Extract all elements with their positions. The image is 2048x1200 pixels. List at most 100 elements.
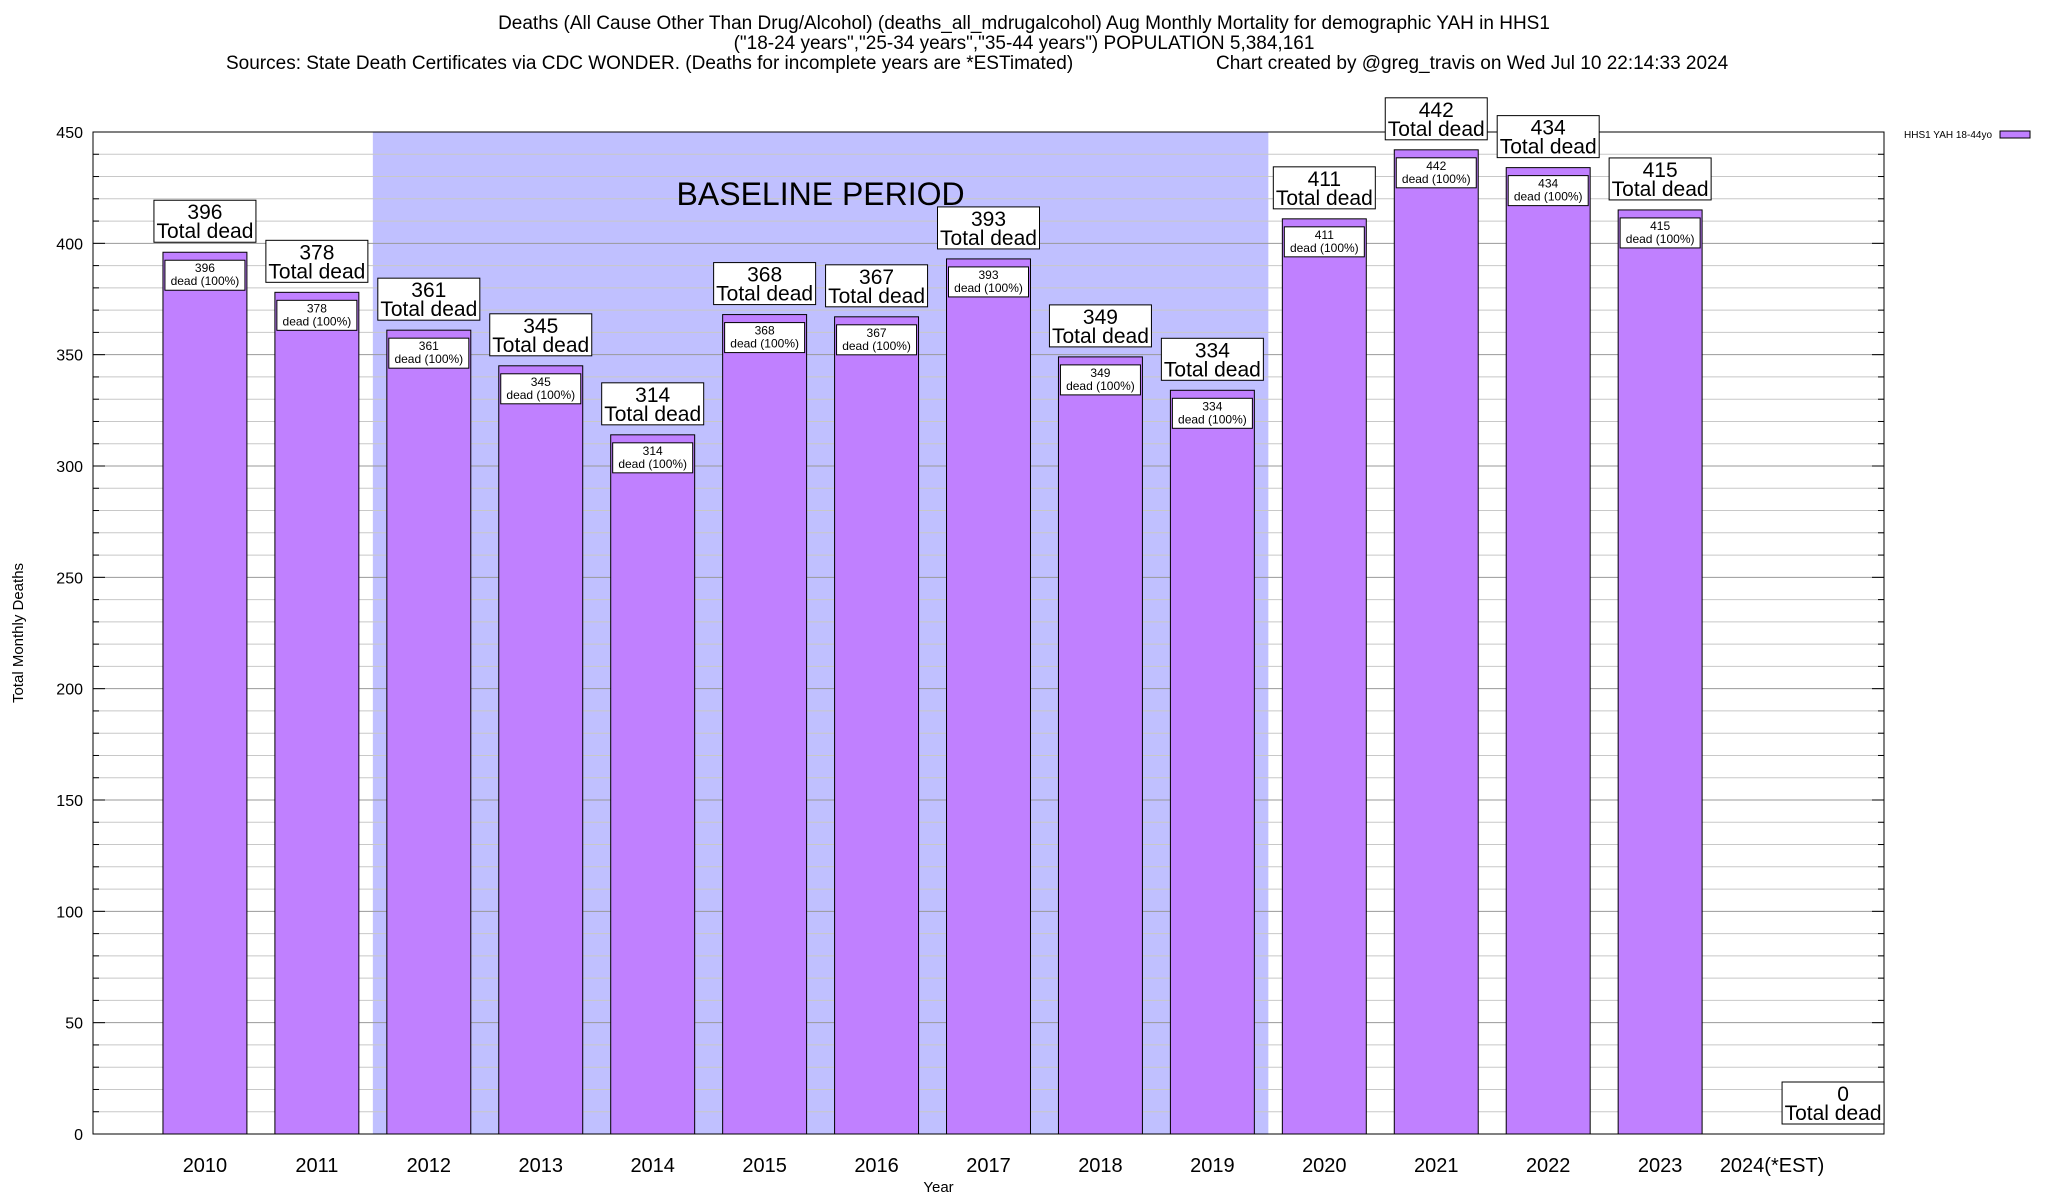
bar-inner-value-label: 378	[307, 301, 327, 315]
total-label-box	[1048, 304, 1152, 348]
total-label-box	[937, 206, 1040, 250]
bar-inner-value-label: 393	[978, 268, 998, 282]
bar	[834, 316, 920, 1135]
y-tick-label: 300	[56, 459, 83, 476]
bar	[274, 291, 360, 1135]
total-dead-label: Total dead	[940, 227, 1037, 250]
bar-inner-percent-label: dead (100%)	[618, 457, 687, 471]
bar-inner-label-box	[1619, 217, 1701, 249]
bar-inner-label-box	[724, 322, 806, 354]
x-tick-label: 2010	[183, 1155, 228, 1177]
total-label-box	[1272, 166, 1376, 210]
bar-inner-value-label: 314	[643, 444, 663, 458]
bar-inner-percent-label: dead (100%)	[954, 281, 1023, 295]
chart-source: Sources: State Death Certificates via CD…	[226, 53, 1074, 74]
total-value-label: 411	[1308, 168, 1341, 191]
bar	[498, 365, 584, 1135]
bar-inner-value-label: 396	[195, 261, 215, 275]
bar-inner-label-box	[1283, 226, 1365, 258]
y-tick-label: 400	[56, 236, 83, 253]
bar-inner-label-box	[948, 266, 1029, 298]
bar-inner-value-label: 367	[867, 326, 887, 340]
x-tick-label: 2014	[630, 1155, 675, 1177]
total-dead-label: Total dead	[1276, 187, 1373, 210]
total-label-box	[153, 199, 257, 243]
chart-subtitle: ("18-24 years","25-34 years","35-44 year…	[733, 33, 1315, 54]
y-tick-label: 0	[74, 1127, 83, 1144]
y-tick-label: 50	[65, 1016, 83, 1033]
total-dead-label: Total dead	[1052, 325, 1149, 348]
total-label-box	[825, 264, 929, 308]
bar	[1393, 149, 1479, 1135]
total-value-label: 349	[1083, 306, 1118, 329]
bar-inner-label-box	[1507, 175, 1589, 207]
bar-inner-value-label: 442	[1426, 159, 1446, 173]
total-dead-label: Total dead	[828, 285, 925, 308]
total-dead-label: Total dead	[716, 283, 813, 306]
x-axis-title: Year	[923, 1179, 953, 1196]
bar-inner-label-box	[164, 259, 246, 291]
source-row: Sources: State Death Certificates via CD…	[0, 54, 2048, 74]
total-value-label: 442	[1419, 99, 1454, 122]
total-dead-label: Total dead	[1612, 178, 1709, 201]
bar	[946, 258, 1031, 1135]
total-dead-label: Total dead	[492, 334, 589, 357]
x-tick-label: 2012	[407, 1155, 452, 1177]
bar-inner-value-label: 411	[1315, 228, 1334, 242]
total-value-label: 434	[1531, 117, 1566, 140]
bar-inner-label-box	[1171, 397, 1253, 429]
bar-inner-label-box	[1059, 364, 1141, 396]
y-tick-label: 100	[56, 904, 83, 921]
bar-inner-percent-label: dead (100%)	[842, 339, 911, 353]
total-dead-label: Total dead	[1164, 358, 1261, 381]
legend-label: HHS1 YAH 18-44yo	[1904, 130, 1992, 141]
y-axis-title: Total Monthly Deaths	[10, 563, 27, 703]
bar-inner-value-label: 434	[1538, 177, 1558, 191]
bar-inner-value-label: 349	[1090, 366, 1110, 380]
x-tick-label: 2023	[1638, 1155, 1683, 1177]
total-value-label: 415	[1643, 159, 1678, 182]
y-tick-label: 450	[56, 125, 83, 142]
bar-inner-value-label: 415	[1650, 219, 1670, 233]
bar-inner-percent-label: dead (100%)	[1626, 232, 1695, 246]
bar-inner-percent-label: dead (100%)	[171, 274, 240, 288]
bar	[1057, 356, 1143, 1135]
total-dead-label: Total dead	[1388, 118, 1485, 141]
y-tick-label: 350	[56, 348, 83, 365]
total-value-label: 345	[523, 315, 558, 338]
x-tick-label: 2019	[1190, 1155, 1235, 1177]
x-tick-label: 2013	[519, 1155, 564, 1177]
total-value-label: 393	[971, 208, 1006, 231]
total-value-label: 396	[187, 201, 222, 224]
x-tick-label: 2016	[854, 1155, 899, 1177]
bar	[1617, 209, 1703, 1135]
total-value-label: 0	[1837, 1083, 1849, 1106]
total-dead-label: Total dead	[380, 298, 477, 321]
bar-inner-value-label: 361	[419, 339, 439, 353]
x-tick-label: 2020	[1302, 1155, 1347, 1177]
bar-inner-percent-label: dead (100%)	[394, 352, 463, 366]
total-label-box	[489, 313, 593, 357]
bar	[1281, 218, 1367, 1135]
bar-inner-label-box	[612, 442, 694, 474]
bar-inner-label-box	[836, 324, 918, 356]
bar	[610, 434, 696, 1135]
bar-inner-label-box	[500, 373, 582, 405]
bar-inner-value-label: 334	[1202, 399, 1222, 413]
total-label-box	[1160, 337, 1264, 381]
x-tick-label: 2017	[966, 1155, 1011, 1177]
total-value-label: 361	[411, 279, 446, 302]
chart-header: Deaths (All Cause Other Than Drug/Alcoho…	[0, 14, 2048, 74]
total-value-label: 368	[747, 264, 782, 287]
bar-inner-label-box	[388, 337, 470, 369]
x-tick-label: 2022	[1526, 1155, 1571, 1177]
x-tick-label: 2015	[742, 1155, 787, 1177]
x-tick-label: 2018	[1078, 1155, 1123, 1177]
total-label-box	[1781, 1081, 1885, 1125]
bar	[386, 329, 472, 1135]
bar	[1505, 167, 1591, 1135]
total-dead-label: Total dead	[1785, 1102, 1882, 1125]
total-label-box	[1496, 115, 1600, 159]
chart-title: Deaths (All Cause Other Than Drug/Alcoho…	[498, 13, 1550, 34]
